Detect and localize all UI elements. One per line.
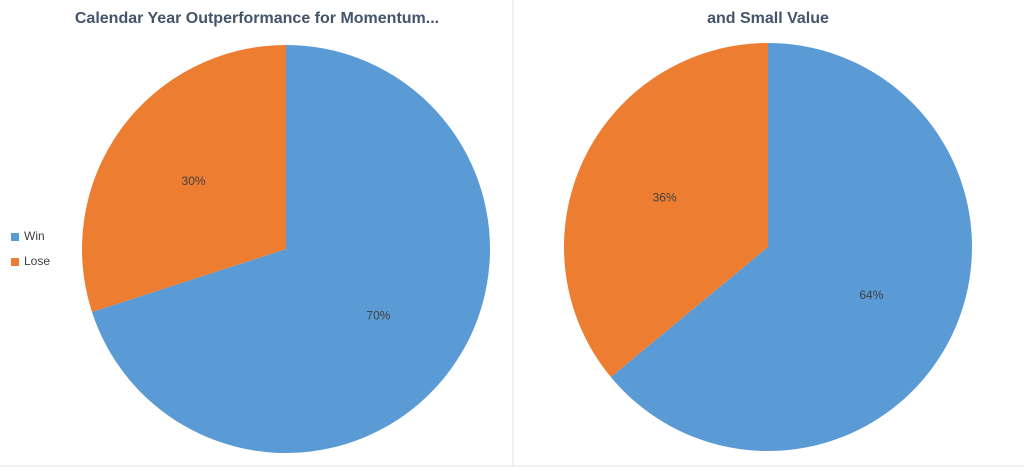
data-label: 64%	[859, 288, 883, 302]
pie-slice	[610, 43, 972, 452]
legend-label: Lose	[24, 254, 50, 268]
pie-slice	[564, 43, 768, 378]
data-label: 70%	[366, 308, 390, 322]
pie-slice	[81, 45, 286, 313]
chart-title: Calendar Year Outperformance for Momentu…	[75, 10, 439, 27]
legend-swatch	[11, 258, 19, 266]
data-label: 30%	[182, 174, 206, 188]
legend-swatch	[11, 233, 19, 241]
legend-label: Win	[24, 229, 45, 243]
pie-slice	[91, 45, 491, 453]
chart-title: and Small Value	[707, 10, 829, 27]
data-label: 36%	[653, 191, 677, 205]
